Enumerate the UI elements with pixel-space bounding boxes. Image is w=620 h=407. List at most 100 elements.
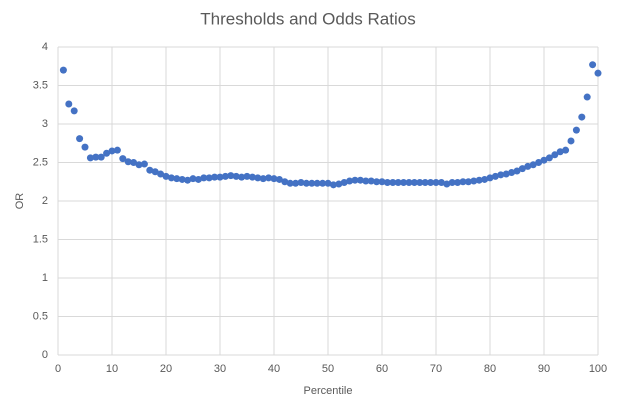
point — [551, 151, 559, 159]
y-tick-label: 0.5 — [33, 310, 48, 322]
point — [270, 175, 278, 183]
point — [589, 61, 597, 69]
point — [65, 100, 73, 108]
point — [486, 174, 494, 182]
point — [259, 175, 267, 183]
point — [572, 126, 580, 134]
point — [535, 159, 543, 166]
point — [189, 175, 197, 183]
point — [211, 173, 219, 181]
point — [524, 162, 532, 170]
point — [275, 175, 283, 183]
point — [76, 135, 84, 143]
point — [562, 146, 570, 154]
point — [340, 179, 348, 187]
point — [556, 148, 564, 156]
point — [297, 179, 305, 187]
y-tick-label: 1 — [42, 272, 48, 284]
y-tick-label: 2.5 — [33, 156, 48, 168]
point — [545, 154, 553, 162]
point — [302, 179, 310, 187]
point — [416, 179, 424, 187]
point — [162, 172, 170, 180]
x-axis-title: Percentile — [304, 385, 353, 397]
point — [346, 177, 354, 185]
point — [437, 179, 445, 187]
point — [443, 180, 451, 188]
point — [567, 137, 575, 145]
x-tick-label: 30 — [214, 363, 226, 375]
point — [167, 174, 175, 182]
point — [178, 175, 186, 183]
y-tick-label: 3 — [42, 118, 48, 130]
point — [216, 173, 224, 181]
point — [367, 177, 375, 185]
point — [146, 166, 154, 174]
point — [389, 179, 397, 187]
point — [335, 180, 343, 188]
point — [254, 174, 262, 182]
point — [97, 153, 105, 161]
point — [221, 172, 229, 180]
point — [248, 173, 256, 181]
x-tick-label: 90 — [538, 363, 550, 375]
point — [513, 167, 521, 175]
y-tick-label: 1.5 — [33, 233, 48, 245]
point — [313, 179, 321, 187]
point — [362, 177, 370, 185]
point — [319, 179, 327, 187]
point — [86, 154, 94, 162]
point — [92, 153, 100, 161]
x-tick-label: 80 — [484, 363, 496, 375]
point — [232, 172, 240, 180]
x-tick-label: 50 — [322, 363, 334, 375]
point — [351, 176, 359, 184]
point — [113, 146, 121, 154]
point — [464, 178, 472, 186]
point — [324, 179, 332, 187]
x-tick-label: 70 — [430, 363, 442, 375]
point — [59, 66, 67, 74]
point — [200, 174, 208, 182]
chart-title: Thresholds and Odds Ratios — [200, 9, 415, 28]
point — [583, 93, 591, 101]
y-axis-title: OR — [14, 193, 26, 210]
point — [308, 179, 316, 187]
point — [475, 176, 483, 184]
point — [481, 175, 489, 183]
x-tick-label: 10 — [106, 363, 118, 375]
point — [497, 171, 505, 179]
point — [81, 143, 89, 151]
y-tick-label: 4 — [42, 41, 48, 53]
point — [394, 179, 402, 187]
point — [108, 147, 116, 155]
point — [70, 107, 78, 115]
point — [540, 156, 548, 164]
point — [135, 161, 143, 169]
point — [356, 176, 364, 184]
point — [243, 172, 251, 180]
point — [292, 179, 300, 187]
y-tick-label: 3.5 — [33, 79, 48, 91]
point — [432, 179, 440, 187]
point — [594, 69, 602, 77]
y-tick-label: 0 — [42, 349, 48, 361]
x-tick-label: 60 — [376, 363, 388, 375]
y-tick-label: 2 — [42, 195, 48, 207]
point — [281, 178, 289, 186]
point — [173, 175, 181, 183]
point — [265, 174, 273, 182]
point — [329, 181, 337, 189]
point — [529, 161, 537, 169]
point — [103, 149, 111, 157]
point — [378, 178, 386, 186]
point — [383, 179, 391, 187]
point — [518, 165, 526, 173]
x-tick-label: 0 — [55, 363, 61, 375]
point — [194, 175, 202, 183]
point — [205, 174, 213, 182]
point — [400, 179, 408, 187]
point — [151, 168, 159, 176]
